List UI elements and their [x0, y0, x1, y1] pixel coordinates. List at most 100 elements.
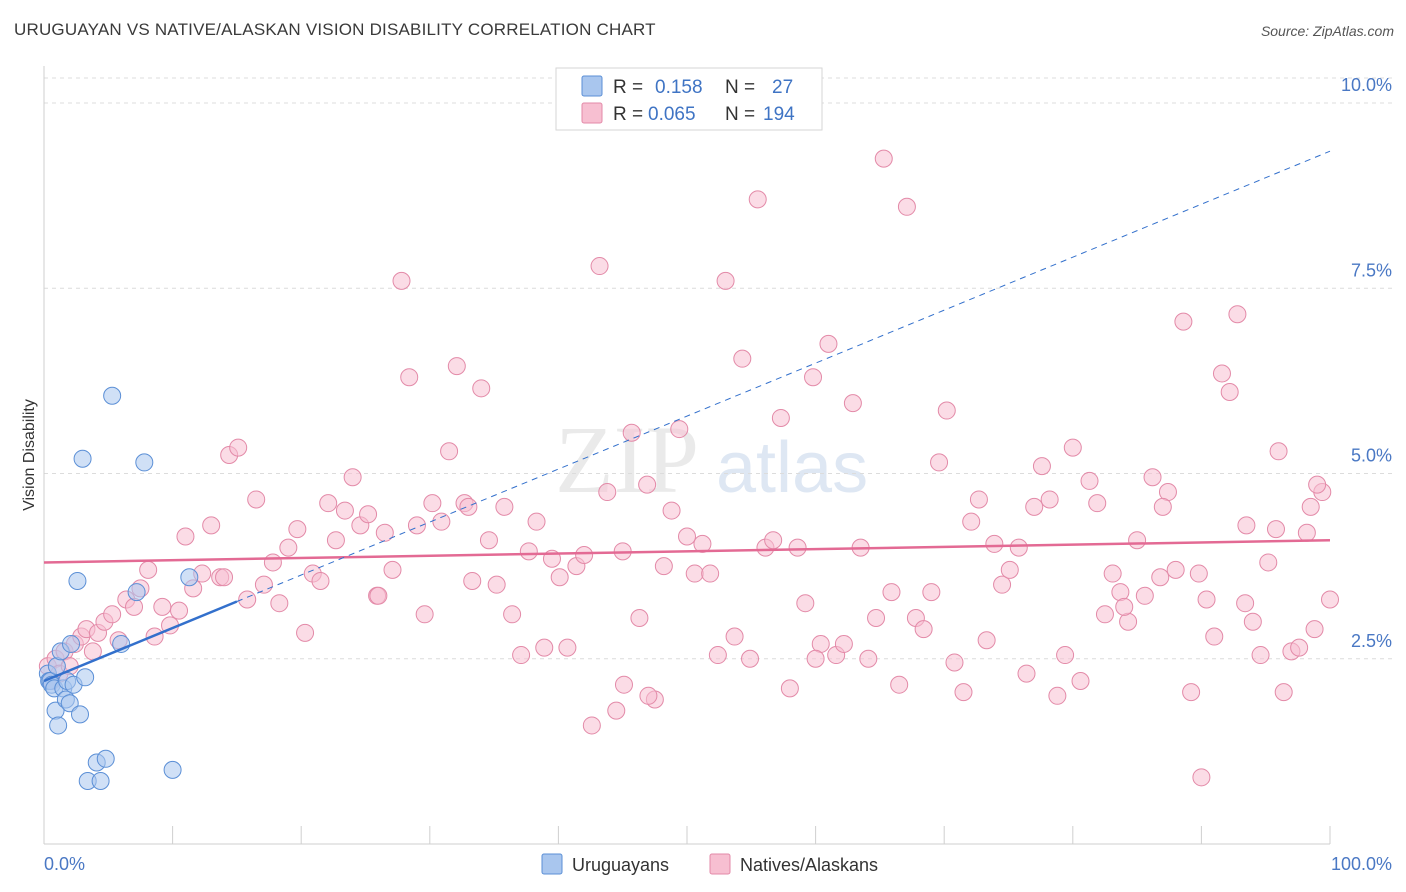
native-alaskan-point [1151, 568, 1170, 587]
native-alaskan-point [423, 494, 442, 513]
native-alaskan-point [1032, 457, 1051, 476]
native-alaskan-point [440, 442, 459, 461]
native-alaskan-point [375, 523, 394, 542]
native-alaskan-point [383, 560, 402, 579]
native-alaskan-point [937, 401, 956, 420]
native-alaskan-point [1301, 497, 1320, 516]
native-alaskan-point [1071, 671, 1090, 690]
native-alaskan-point [335, 501, 354, 520]
native-alaskan-point [867, 609, 886, 628]
native-alaskan-point [1251, 646, 1270, 665]
native-alaskan-point [254, 575, 273, 594]
native-alaskan-point [945, 653, 964, 672]
native-alaskan-point [701, 564, 720, 583]
native-alaskan-point [1237, 516, 1256, 535]
native-alaskan-point [654, 557, 673, 576]
native-alaskan-point [748, 190, 767, 209]
native-alaskan-point [590, 257, 609, 276]
legend-r-label-2: R = [613, 104, 643, 125]
native-alaskan-point [279, 538, 298, 557]
native-alaskan-point [487, 575, 506, 594]
natives-alaskans-points [38, 149, 1339, 787]
native-alaskan-point [1128, 531, 1147, 550]
native-alaskan-point [263, 553, 282, 572]
native-alaskan-point [1189, 564, 1208, 583]
native-alaskan-point [914, 620, 933, 639]
native-alaskan-point [343, 468, 362, 487]
native-alaskan-point [630, 609, 649, 628]
trend-lines [43, 150, 1331, 683]
native-alaskan-point [1321, 590, 1339, 609]
native-alaskan-point [1290, 638, 1309, 657]
native-alaskan-point [1111, 583, 1130, 602]
native-alaskan-point [535, 638, 554, 657]
native-alaskan-point [1080, 471, 1099, 490]
native-alaskan-point [495, 497, 514, 516]
legend-swatch-uruguayans [581, 75, 603, 97]
native-alaskan-point [638, 475, 657, 494]
native-alaskan-point [1153, 497, 1172, 516]
native-alaskan-point [969, 490, 988, 509]
native-alaskan-point [662, 501, 681, 520]
native-alaskan-point [1212, 364, 1231, 383]
native-alaskan-point [176, 527, 195, 546]
native-alaskan-point [1025, 497, 1044, 516]
native-alaskan-point [1048, 686, 1067, 705]
uruguayan-point [91, 772, 110, 791]
native-alaskan-point [311, 571, 330, 590]
native-alaskan-point [1166, 560, 1185, 579]
uruguayan-point [49, 716, 68, 735]
uruguayan-point [68, 571, 87, 590]
native-alaskan-point [1269, 442, 1288, 461]
legend-r-value-2: 0.065 [648, 104, 696, 125]
native-alaskan-point [1095, 605, 1114, 624]
native-alaskan-point [582, 716, 601, 735]
uruguayan-point [96, 749, 115, 768]
legend-n-label-2: N = [725, 104, 755, 125]
native-alaskan-point [819, 334, 838, 353]
native-alaskan-point [432, 512, 451, 531]
native-alaskan-point [954, 683, 973, 702]
native-alaskan-point [614, 675, 633, 694]
native-alaskan-point [806, 649, 825, 668]
native-alaskan-point [1266, 520, 1285, 539]
native-alaskan-point [1000, 560, 1019, 579]
native-alaskan-point [247, 490, 266, 509]
bottom-legend-uruguayans: Uruguayans [572, 855, 669, 875]
y-tick-label: 2.5% [1351, 631, 1392, 651]
native-alaskan-point [1274, 683, 1293, 702]
native-alaskan-point [607, 701, 626, 720]
native-alaskan-point [882, 583, 901, 602]
y-tick-labels: 2.5% 5.0% 7.5% 10.0% [1341, 75, 1392, 651]
source-label: Source: ZipAtlas.com [1260, 23, 1394, 39]
native-alaskan-point [922, 583, 941, 602]
native-alaskan-point [1040, 490, 1059, 509]
native-alaskan-point [139, 560, 158, 579]
watermark-atlas: atlas [716, 428, 868, 508]
native-alaskan-point [459, 497, 478, 516]
native-alaskan-point [288, 520, 307, 539]
native-alaskan-point [733, 349, 752, 368]
native-alaskan-point [930, 453, 949, 472]
native-alaskan-point [1063, 438, 1082, 457]
native-alaskan-point [1297, 523, 1316, 542]
native-alaskan-point [1228, 305, 1247, 324]
native-alaskan-point [472, 379, 491, 398]
bottom-legend-swatch-natives [709, 853, 731, 875]
legend-n-label-1: N = [725, 77, 755, 98]
native-alaskan-point [1243, 612, 1262, 631]
legend-n-value-1: 27 [772, 77, 793, 98]
x-tick-label-min: 0.0% [44, 854, 85, 874]
uruguayan-point [180, 568, 199, 587]
native-alaskan-point [725, 627, 744, 646]
native-alaskan-point [993, 575, 1012, 594]
native-alaskan-point [741, 649, 760, 668]
y-axis-title: Vision Disability [21, 399, 38, 511]
native-alaskan-point [103, 605, 122, 624]
native-alaskan-point [639, 686, 658, 705]
native-alaskan-point [1009, 538, 1028, 557]
legend-swatch-natives [581, 102, 603, 124]
natives-trend-line [43, 538, 1331, 564]
uruguayan-point [76, 668, 95, 687]
native-alaskan-point [1174, 312, 1193, 331]
